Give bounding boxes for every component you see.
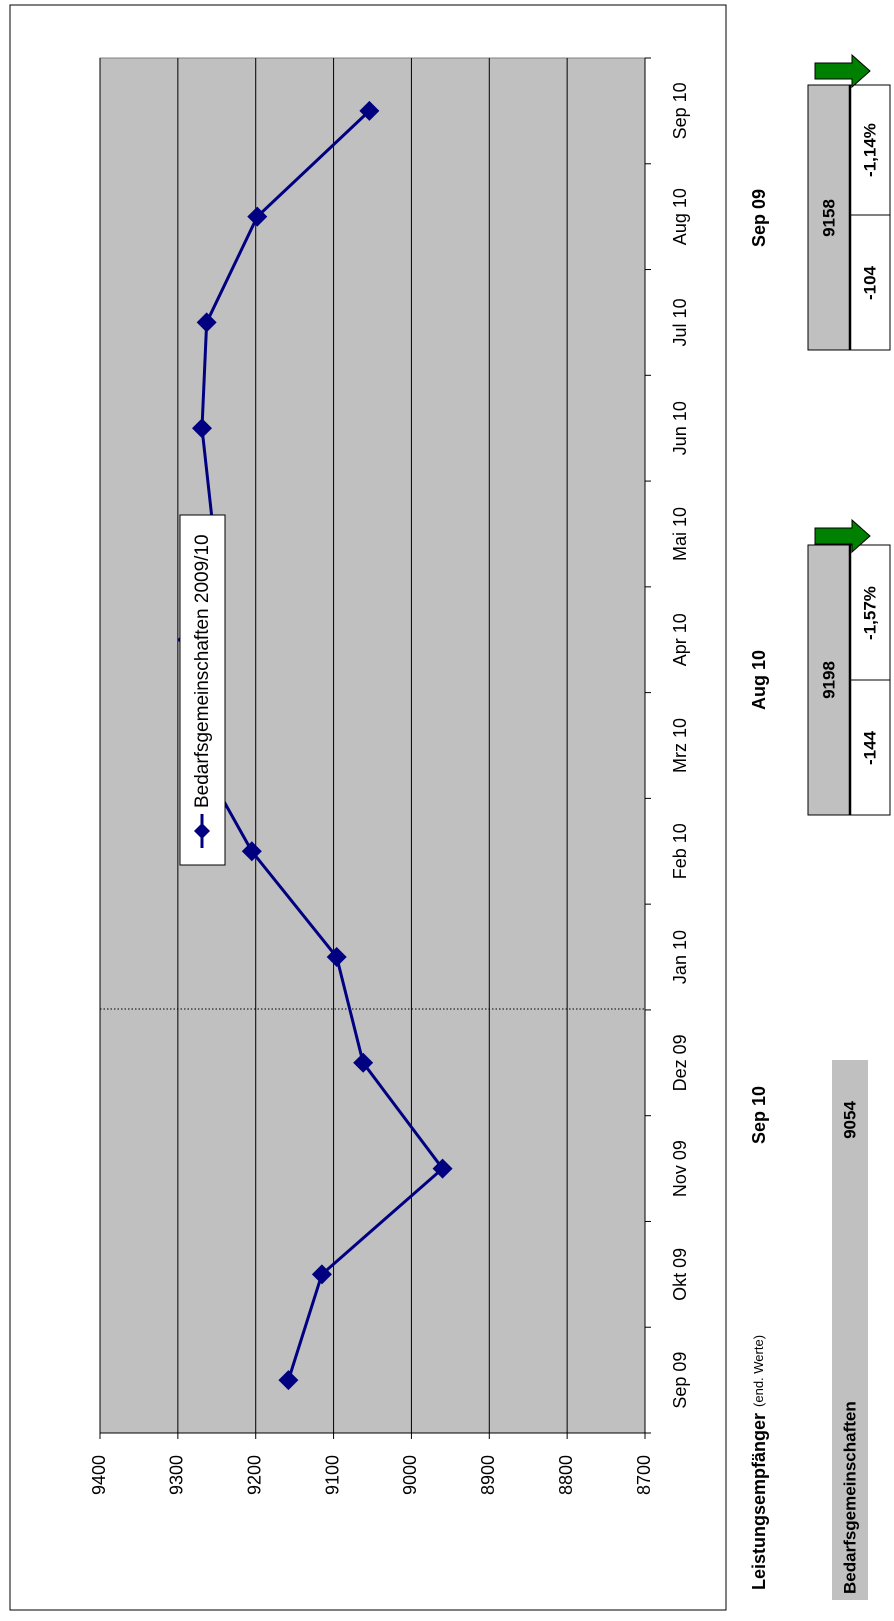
y-tick-label: 9000 <box>400 1455 420 1495</box>
compare-change-pct: -1,57% <box>860 586 879 640</box>
row-label: Bedarfsgemeinschaften <box>840 1401 859 1594</box>
series-marker <box>278 1370 299 1391</box>
x-tick-label: Jul 10 <box>670 298 690 346</box>
legend-label: Bedarfsgemeinschaften 2009/10 <box>192 534 213 808</box>
current-value: 9054 <box>840 1101 859 1139</box>
compare-period: Sep 09 <box>749 189 769 247</box>
series-marker <box>359 100 380 121</box>
y-tick-label: 9400 <box>89 1455 109 1495</box>
legend-box <box>179 514 226 866</box>
compare-change: -104 <box>860 265 879 300</box>
y-tick-label: 8900 <box>478 1455 498 1495</box>
x-tick-label: Jun 10 <box>670 401 690 455</box>
summary-title: Leistungsempfänger (end. Werte) <box>749 1335 769 1590</box>
x-tick-label: Mai 10 <box>670 507 690 561</box>
current-period: Sep 10 <box>749 1086 769 1144</box>
compare-value: 9198 <box>819 661 838 699</box>
summary-title-main: Leistungsempfänger <box>749 1413 769 1590</box>
series-marker <box>196 312 217 333</box>
x-tick-label: Mrz 10 <box>670 718 690 773</box>
x-tick-label: Nov 09 <box>670 1140 690 1197</box>
x-tick-label: Jan 10 <box>670 930 690 984</box>
compare-change: -144 <box>860 730 879 765</box>
grid <box>99 57 651 1439</box>
x-tick-label: Aug 10 <box>670 188 690 245</box>
x-tick-label: Sep 10 <box>670 82 690 139</box>
row-bg <box>832 1060 868 1600</box>
x-tick-label: Apr 10 <box>670 613 690 666</box>
x-tick-label: Feb 10 <box>670 823 690 879</box>
x-tick-label: Okt 09 <box>670 1248 690 1301</box>
x-tick-label: Sep 09 <box>670 1352 690 1409</box>
trend-arrow <box>814 53 871 89</box>
compare-period: Aug 10 <box>749 650 769 710</box>
compare-value: 9158 <box>819 199 838 237</box>
y-tick-label: 9200 <box>244 1455 264 1495</box>
x-tick-label: Dez 09 <box>670 1034 690 1091</box>
trend-arrow <box>814 518 871 554</box>
series-marker <box>191 418 212 439</box>
summary-subtitle: (end. Werte) <box>751 1335 766 1407</box>
y-tick-label: 9100 <box>322 1455 342 1495</box>
rotated-layer: Bedarfsgemeinschaften 2009/10 Leistungse… <box>9 4 891 1611</box>
series-marker <box>432 1158 453 1179</box>
series-marker <box>241 841 262 862</box>
series-marker <box>247 206 268 227</box>
y-tick-label: 8700 <box>634 1455 654 1495</box>
y-tick-label: 8800 <box>556 1455 576 1495</box>
series-marker <box>353 1052 374 1073</box>
y-tick-label: 9300 <box>167 1455 187 1495</box>
compare-change-pct: -1,14% <box>860 123 879 177</box>
legend-marker <box>194 823 210 839</box>
series-marker <box>326 947 347 968</box>
